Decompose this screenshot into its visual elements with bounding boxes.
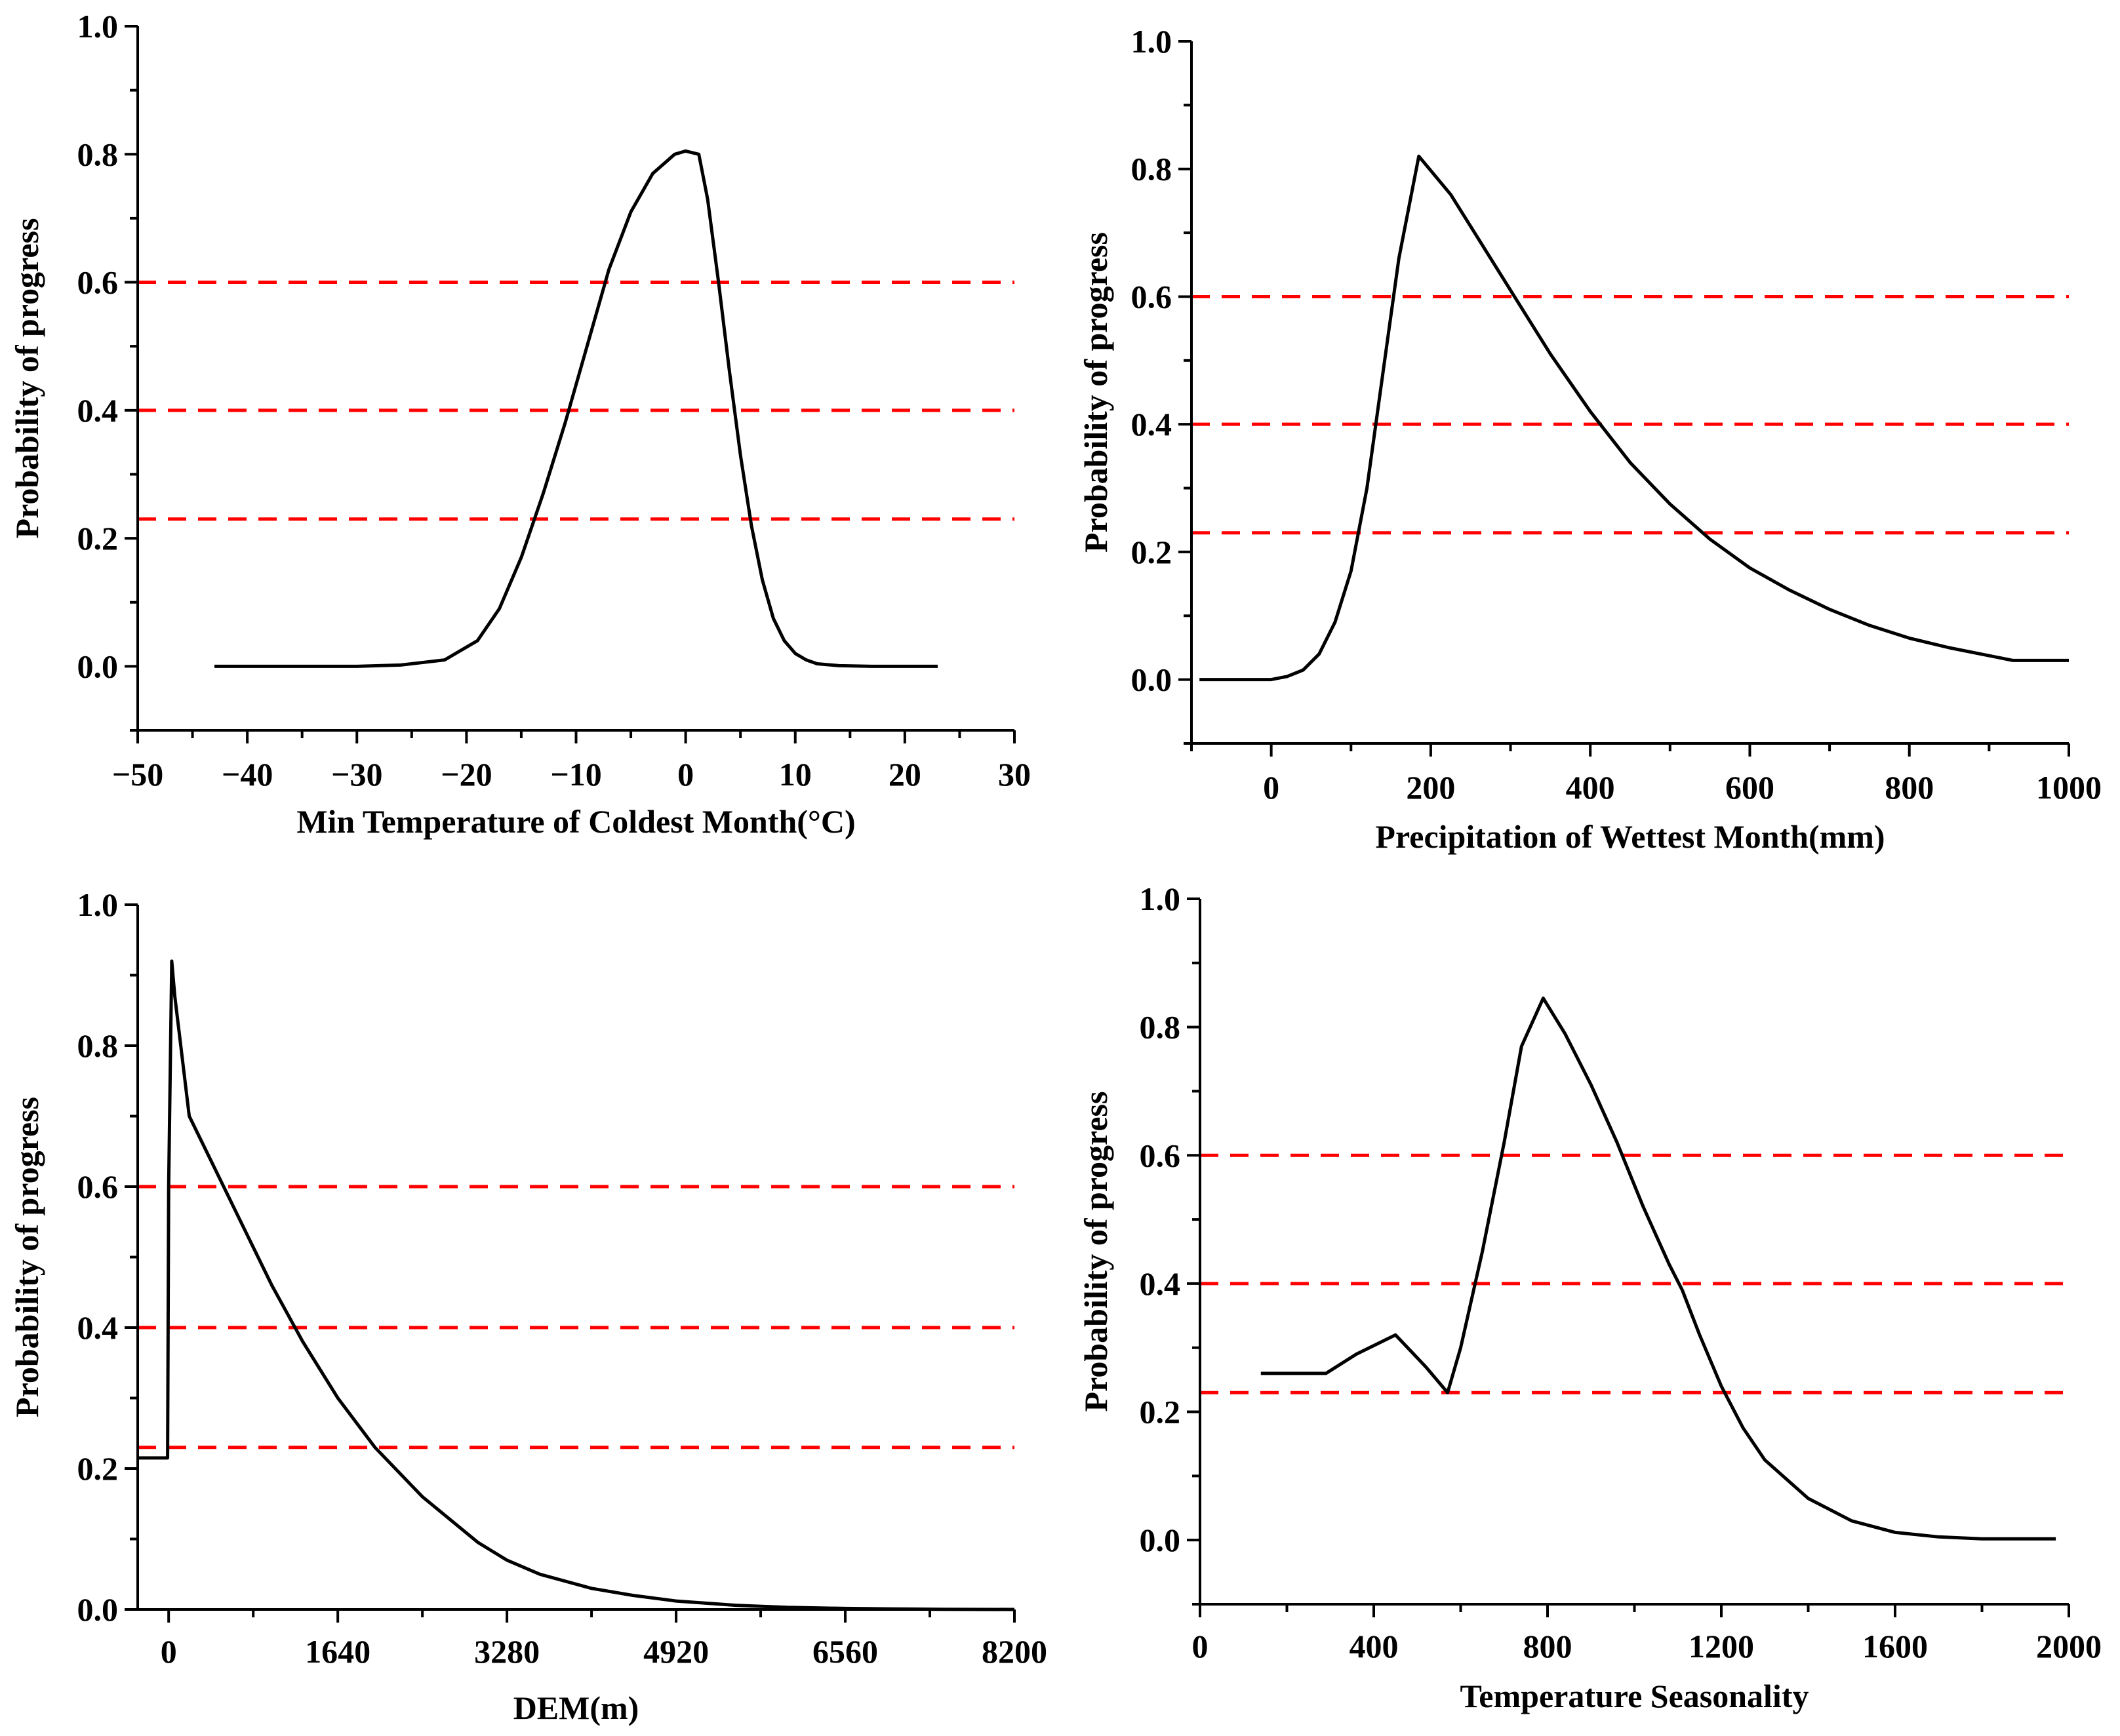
- x-tick-label: 1640: [305, 1633, 370, 1670]
- response-curve: [214, 149, 938, 668]
- y-tick-label: 0.2: [77, 1450, 119, 1487]
- x-tick-label: 400: [1566, 769, 1615, 806]
- x-tick-label: −50: [112, 756, 164, 793]
- y-tick-label: 1.0: [77, 886, 119, 923]
- y-tick-label: 0.0: [77, 648, 119, 684]
- x-tick-label: 6560: [812, 1633, 878, 1670]
- response-curve: [1199, 154, 2069, 682]
- y-tick-label: 0.8: [1140, 1009, 1181, 1046]
- y-tick-label: 0.2: [1131, 534, 1172, 570]
- y-tick-label: 0.8: [1131, 151, 1172, 187]
- y-tick-label: 0.4: [1131, 406, 1172, 443]
- x-tick-label: 200: [1406, 769, 1455, 806]
- x-tick-label: 400: [1350, 1628, 1399, 1665]
- x-tick-label: −10: [550, 756, 602, 793]
- chart-temperature-seasonality: 0 400 800 1200 1600 2000 0.0 0.2 0.4 0.6 0.8 1.0 Tem…: [1077, 880, 2102, 1714]
- x-tick-label: −40: [222, 756, 273, 793]
- x-tick-label: 1000: [2036, 769, 2102, 806]
- y-tick-label: 1.0: [77, 8, 119, 45]
- y-tick-label: 1.0: [1131, 23, 1172, 60]
- x-tick-label: 800: [1885, 769, 1934, 806]
- y-axis-title: Probability of progress: [1077, 232, 1114, 553]
- y-tick-label: 0.8: [77, 1027, 119, 1064]
- y-tick-label: 0.8: [77, 136, 119, 172]
- x-tick-label: 0: [1192, 1628, 1209, 1665]
- y-tick-label: 1.0: [1140, 880, 1181, 917]
- x-tick-label: 0: [677, 756, 694, 793]
- x-tick-label: 3280: [474, 1633, 540, 1670]
- x-tick-label: −20: [441, 756, 492, 793]
- chart-dem: 0 1640 3280 4920 6560 8200 0.0 0.2 0.4 0.6 0.8 1.0 D…: [9, 886, 1047, 1726]
- x-tick-label: 10: [779, 756, 812, 793]
- x-axis-title: Temperature Seasonality: [1460, 1678, 1809, 1714]
- chart-precipitation: 0 200 400 600 800 1000 0.0 0.2 0.4 0.6 0.8 1.0 Preci…: [1077, 23, 2102, 855]
- x-tick-label: 600: [1725, 769, 1774, 806]
- y-tick-label: 0.2: [1140, 1394, 1181, 1430]
- y-tick-label: 0.4: [77, 1309, 119, 1346]
- x-axis-title: DEM(m): [513, 1689, 639, 1726]
- x-tick-label: 1600: [1862, 1628, 1928, 1665]
- y-tick-label: 0.4: [1140, 1265, 1181, 1302]
- y-tick-label: 0.6: [77, 1168, 119, 1205]
- y-tick-label: 0.6: [1131, 278, 1172, 315]
- x-tick-label: 1200: [1689, 1628, 1754, 1665]
- x-tick-label: 0: [1263, 769, 1279, 806]
- x-tick-label: 20: [889, 756, 921, 793]
- y-axis-title: Probability of progress: [9, 1097, 45, 1417]
- x-tick-label: 30: [998, 756, 1031, 793]
- y-tick-label: 0.6: [77, 264, 119, 301]
- x-tick-label: 4920: [643, 1633, 709, 1670]
- x-tick-label: 0: [161, 1633, 177, 1670]
- y-axis-title: Probability of progress: [9, 218, 45, 539]
- response-curve: [138, 959, 1015, 1611]
- y-tick-label: 0.4: [77, 392, 119, 429]
- x-tick-label: 800: [1523, 1628, 1572, 1665]
- response-curve: [1260, 996, 2056, 1541]
- y-tick-label: 0.6: [1140, 1137, 1181, 1174]
- x-tick-label: 8200: [982, 1633, 1047, 1670]
- chart-min-temperature: −50 −40 −30 −20 −10 0 10 20 30 0.0 0.2 0.4 0.6 0.8 1.0…: [9, 8, 1031, 840]
- x-axis-title: Min Temperature of Coldest Month(°C): [296, 803, 855, 840]
- x-tick-label: 2000: [2036, 1628, 2102, 1665]
- y-axis-title: Probability of progress: [1077, 1092, 1114, 1412]
- y-tick-label: 0.2: [77, 520, 119, 557]
- y-tick-label: 0.0: [1140, 1522, 1181, 1558]
- y-tick-label: 0.0: [1131, 661, 1172, 698]
- y-tick-label: 0.0: [77, 1591, 119, 1628]
- x-tick-label: −30: [331, 756, 383, 793]
- x-axis-title: Precipitation of Wettest Month(mm): [1375, 818, 1885, 855]
